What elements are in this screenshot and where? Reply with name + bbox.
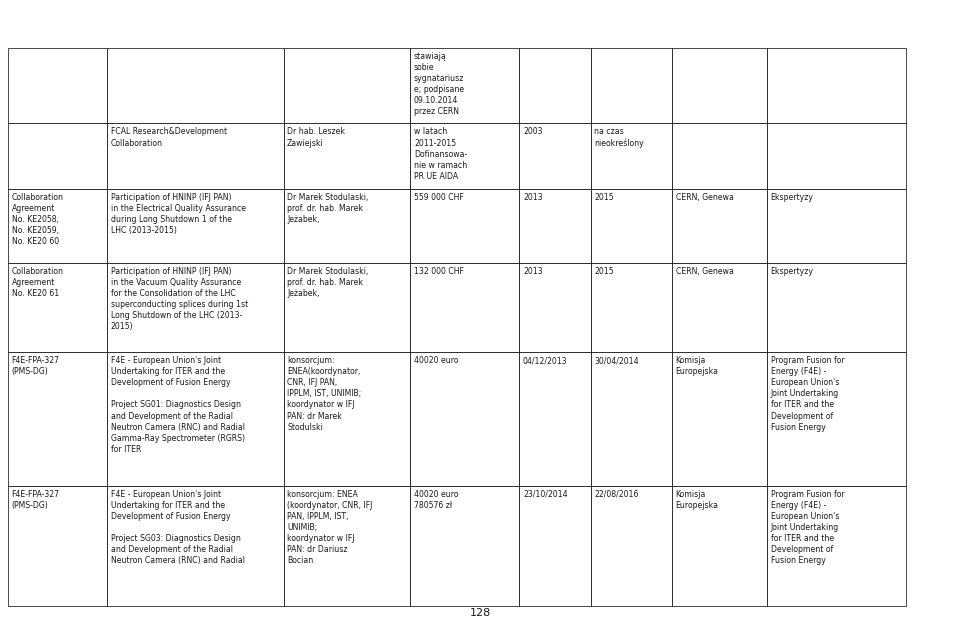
Text: na czas
nieokreślony: na czas nieokreślony (594, 127, 644, 148)
Bar (672, 124, 767, 188)
Bar (283, 263, 411, 352)
Bar (519, 352, 590, 486)
Text: 40020 euro: 40020 euro (414, 356, 459, 365)
Bar (8, 263, 108, 352)
Bar (767, 48, 906, 124)
Text: F4E - European Union's Joint
Undertaking for ITER and the
Development of Fusion : F4E - European Union's Joint Undertaking… (110, 356, 245, 454)
Text: 2003: 2003 (523, 127, 542, 136)
Text: 132 000 CHF: 132 000 CHF (414, 267, 464, 276)
Bar (108, 48, 283, 124)
Bar (672, 486, 767, 606)
Bar (590, 263, 672, 352)
Text: Program Fusion for
Energy (F4E) -
European Union's
Joint Undertaking
for ITER an: Program Fusion for Energy (F4E) - Europe… (771, 490, 845, 565)
Text: Ekspertyzy: Ekspertyzy (771, 267, 814, 276)
Text: FCAL Research&Development
Collaboration: FCAL Research&Development Collaboration (110, 127, 227, 148)
Bar (411, 48, 519, 124)
Bar (672, 263, 767, 352)
Bar (283, 188, 411, 263)
Text: Komisja
Europejska: Komisja Europejska (676, 356, 719, 376)
Text: w latach
2011-2015
Dofinansowa-
nie w ramach
PR UE AIDA: w latach 2011-2015 Dofinansowa- nie w ra… (414, 127, 468, 181)
Bar (767, 188, 906, 263)
Text: Participation of HNINP (IFJ PAN)
in the Electrical Quality Assurance
during Long: Participation of HNINP (IFJ PAN) in the … (110, 193, 246, 235)
Bar (108, 124, 283, 188)
Bar (411, 188, 519, 263)
Text: Komisja
Europejska: Komisja Europejska (676, 490, 719, 510)
Bar (283, 486, 411, 606)
Text: F4E-FPA-327
(PMS-DG): F4E-FPA-327 (PMS-DG) (12, 490, 60, 510)
Bar (8, 48, 108, 124)
Bar (283, 48, 411, 124)
Bar (411, 352, 519, 486)
Text: 128: 128 (469, 608, 491, 618)
Text: 2015: 2015 (594, 193, 614, 202)
Text: 22/08/2016: 22/08/2016 (594, 490, 638, 499)
Bar (767, 263, 906, 352)
Bar (283, 124, 411, 188)
Text: 40020 euro
780576 zł: 40020 euro 780576 zł (414, 490, 459, 510)
Text: Collaboration
Agreement
No. KE20 61: Collaboration Agreement No. KE20 61 (12, 267, 63, 298)
Bar (8, 352, 108, 486)
Text: 2015: 2015 (594, 267, 614, 276)
Text: konsorcjum:
ENEA(koordynator,
CNR, IFJ PAN,
IPPLM, IST, UNIMIB;
koordynator w IF: konsorcjum: ENEA(koordynator, CNR, IFJ P… (287, 356, 361, 431)
Bar (767, 486, 906, 606)
Bar (108, 188, 283, 263)
Bar (672, 188, 767, 263)
Text: Collaboration
Agreement
No. KE2058,
No. KE2059,
No. KE20 60: Collaboration Agreement No. KE2058, No. … (12, 193, 63, 246)
Bar (8, 124, 108, 188)
Text: Ekspertyzy: Ekspertyzy (771, 193, 814, 202)
Text: Dr Marek Stodulaski,
prof. dr. hab. Marek
Jeżabek,: Dr Marek Stodulaski, prof. dr. hab. Mare… (287, 193, 369, 224)
Text: 2013: 2013 (523, 193, 542, 202)
Bar (411, 486, 519, 606)
Bar (283, 352, 411, 486)
Bar (519, 48, 590, 124)
Bar (672, 48, 767, 124)
Bar (411, 263, 519, 352)
Bar (590, 124, 672, 188)
Bar (519, 124, 590, 188)
Text: CERN, Genewa: CERN, Genewa (676, 267, 733, 276)
Bar (519, 486, 590, 606)
Text: stawiają
sobie
sygnatariusz
e; podpisane
09.10.2014
przez CERN: stawiają sobie sygnatariusz e; podpisane… (414, 52, 465, 117)
Bar (519, 263, 590, 352)
Text: F4E-FPA-327
(PMS-DG): F4E-FPA-327 (PMS-DG) (12, 356, 60, 376)
Bar (590, 486, 672, 606)
Bar (519, 188, 590, 263)
Text: Program Fusion for
Energy (F4E) -
European Union's
Joint Undertaking
for ITER an: Program Fusion for Energy (F4E) - Europe… (771, 356, 845, 431)
Text: 04/12/2013: 04/12/2013 (523, 356, 567, 365)
Text: F4E - European Union's Joint
Undertaking for ITER and the
Development of Fusion : F4E - European Union's Joint Undertaking… (110, 490, 245, 565)
Bar (672, 352, 767, 486)
Bar (590, 188, 672, 263)
Bar (411, 124, 519, 188)
Bar (108, 263, 283, 352)
Text: Participation of HNINP (IFJ PAN)
in the Vacuum Quality Assurance
for the Consoli: Participation of HNINP (IFJ PAN) in the … (110, 267, 248, 332)
Text: 559 000 CHF: 559 000 CHF (414, 193, 464, 202)
Text: Dr Marek Stodulaski,
prof. dr. hab. Marek
Jeżabek,: Dr Marek Stodulaski, prof. dr. hab. Mare… (287, 267, 369, 298)
Bar (590, 352, 672, 486)
Text: Dr hab. Leszek
Zawiejski: Dr hab. Leszek Zawiejski (287, 127, 345, 148)
Text: 30/04/2014: 30/04/2014 (594, 356, 639, 365)
Bar (590, 48, 672, 124)
Text: CERN, Genewa: CERN, Genewa (676, 193, 733, 202)
Text: 2013: 2013 (523, 267, 542, 276)
Bar (767, 352, 906, 486)
Bar (8, 188, 108, 263)
Text: 23/10/2014: 23/10/2014 (523, 490, 567, 499)
Bar (108, 352, 283, 486)
Text: konsorcjum: ENEA
(koordynator, CNR, IFJ
PAN, IPPLM, IST,
UNIMIB;
koordynator w I: konsorcjum: ENEA (koordynator, CNR, IFJ … (287, 490, 372, 565)
Bar (8, 486, 108, 606)
Bar (767, 124, 906, 188)
Bar (108, 486, 283, 606)
